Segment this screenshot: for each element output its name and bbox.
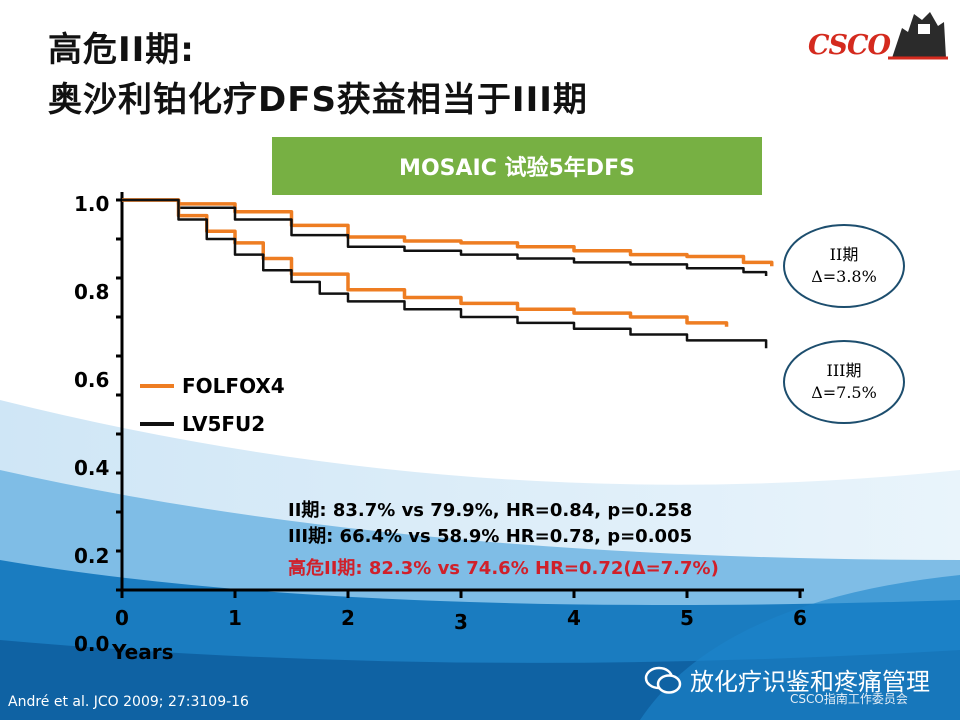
slide-title-line1: 高危II期: — [48, 30, 195, 70]
x-tick-label: 3 — [454, 610, 468, 634]
y-tick-label: 0.8 — [74, 280, 110, 304]
y-tick-label: 1.0 — [74, 192, 110, 216]
bubble-stage3-title: III期 — [826, 361, 862, 380]
wechat-icon — [644, 666, 682, 694]
bubble-stage2-delta: Δ=3.8% — [811, 267, 877, 286]
footer-org: CSCO指南工作委员会 — [790, 692, 908, 706]
x-tick-label: 2 — [341, 606, 355, 630]
trial-banner: MOSAIC 试验5年DFS — [272, 137, 762, 195]
legend-swatch-lv5fu2 — [140, 422, 174, 426]
legend-swatch-folfox4 — [140, 384, 174, 388]
legend-label-folfox4: FOLFOX4 — [182, 374, 285, 398]
legend-label-lv5fu2: LV5FU2 — [182, 412, 266, 436]
chart-curves — [122, 198, 774, 349]
x-tick-label: 4 — [567, 606, 581, 630]
x-tick-label: 6 — [793, 606, 807, 630]
km-curve-folfox4-stage3 — [122, 198, 729, 327]
legend-lv5fu2: LV5FU2 — [140, 412, 265, 436]
bubble-stage2-title: II期 — [829, 245, 859, 264]
x-axis-label: Years — [112, 640, 174, 664]
km-curve-lv5fu2-stage2 — [122, 198, 768, 277]
great-wall-icon — [888, 12, 948, 60]
watermark-text: 放化疗识鉴和疼痛管理 — [690, 668, 930, 696]
x-tick-label: 0 — [115, 606, 129, 630]
legend-folfox4: FOLFOX4 — [140, 374, 285, 398]
citation: André et al. JCO 2009; 27:3109-16 — [8, 694, 249, 710]
watermark: 放化疗识鉴和疼痛管理 — [644, 662, 930, 697]
km-curve-lv5fu2-stage3 — [122, 198, 768, 349]
y-tick-label: 0.6 — [74, 368, 110, 392]
y-tick-label: 0.4 — [74, 456, 110, 480]
stats-high-risk-stage2: 高危II期: 82.3% vs 74.6% HR=0.72(Δ=7.7%) — [288, 558, 719, 579]
y-tick-label: 0.0 — [74, 632, 110, 656]
km-curve-folfox4-stage2 — [122, 198, 774, 267]
bubble-stage2: II期 Δ=3.8% — [783, 224, 905, 308]
x-tick-label: 1 — [228, 606, 242, 630]
slide-title-line2: 奥沙利铂化疗DFS获益相当于III期 — [48, 80, 588, 120]
stats-stage3: III期: 66.4% vs 58.9% HR=0.78, p=0.005 — [288, 526, 693, 547]
stats-stage2: II期: 83.7% vs 79.9%, HR=0.84, p=0.258 — [288, 500, 693, 521]
csco-logo: CSCO — [808, 30, 891, 61]
x-tick-label: 5 — [680, 606, 694, 630]
bubble-stage3: III期 Δ=7.5% — [783, 340, 905, 424]
y-tick-label: 0.2 — [74, 544, 110, 568]
bubble-stage3-delta: Δ=7.5% — [811, 383, 877, 402]
chart-axes — [116, 192, 804, 598]
